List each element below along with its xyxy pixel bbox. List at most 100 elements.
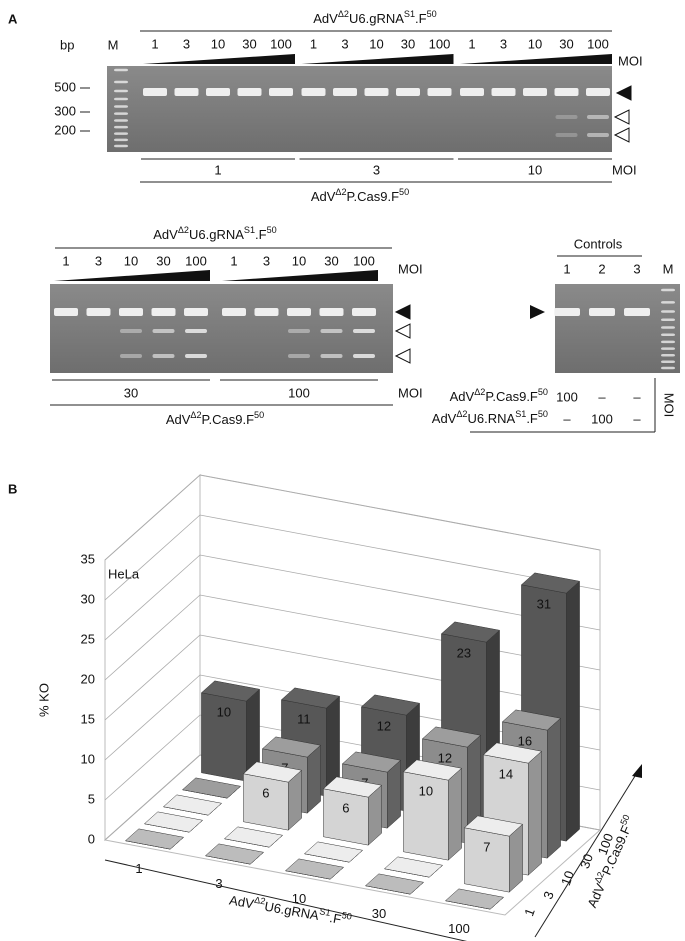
bar [364,873,425,895]
gel-band [661,360,675,363]
label-part: Δ2 [474,387,485,397]
cas9-moi-label: 30 [124,385,138,400]
control-row-label: AdVΔ2U6.RNAS1.F50 [432,409,548,426]
moi-label: 1 [310,36,317,51]
moi-label: 10 [292,253,306,268]
z-tick-label: 10 [81,751,95,766]
marker-label: M [663,261,674,276]
gel-band [555,133,578,137]
open-arrow [613,109,630,125]
cas9-moi-label: 10 [528,162,542,177]
gel-band [114,138,128,142]
label-part: 50 [254,410,264,420]
bar-top [341,751,402,773]
grid-line [104,554,601,641]
gel-band [353,329,375,333]
panel-label: A [8,11,18,26]
gel-band [661,326,675,329]
open-arrow [613,127,630,143]
gel-band [152,354,175,358]
controls-title: Controls [574,236,623,251]
cas9-moi-label: 3 [373,162,380,177]
gel-band [353,354,375,358]
filled-arrow [530,305,545,319]
gel-band [288,354,310,358]
value-label: 6 [262,785,269,800]
moi-axis-label: MOI [612,162,637,177]
bar [204,843,265,865]
label-part: Δ2 [190,410,201,420]
gel-band [287,308,311,316]
label-part: AdV [311,189,336,204]
bar [181,777,242,799]
gel-band [661,310,675,313]
moi-label: 10 [369,36,383,51]
moi-label: 30 [242,36,256,51]
bar-top [261,736,322,758]
gel-band [352,308,376,316]
gel-band [114,119,128,122]
moi-label: 100 [587,36,609,51]
control-moi: – [563,411,571,426]
label-part: S1 [404,9,415,19]
bar-top [204,843,265,865]
gel-image [50,284,393,373]
moi-label: 1 [151,36,158,51]
rule-line [104,859,468,941]
bar-top [444,888,505,910]
z-tick-label: 35 [81,551,95,566]
moi-axis-label: MOI [618,53,643,68]
bp-tick-label: 200 [54,122,76,137]
z-tick-label: 30 [81,591,95,606]
gel-band [523,88,547,96]
moi-wedge [222,270,378,281]
bar [402,759,463,861]
value-label: 11 [297,711,311,726]
value-label: 12 [438,750,452,765]
gel-band [364,88,389,96]
bar [124,828,185,850]
gel-band [114,68,128,72]
bar-top [360,694,421,716]
control-moi: – [633,411,641,426]
gel-band [86,308,111,316]
wall [104,473,201,842]
annotation: HeLa [108,566,140,581]
label-part: .F [255,227,267,242]
label-part: AdV [450,389,475,404]
gel-band [396,88,420,96]
gel-band [554,308,580,316]
gel-band [174,88,199,96]
gel-band [587,115,609,119]
control-moi: – [598,389,606,404]
bar-top [364,873,425,895]
gel-band [661,288,675,292]
value-label: 31 [537,596,551,611]
gel-band [301,88,326,96]
cas9-moi-label: 1 [214,162,221,177]
x-tick-label: 100 [448,921,470,936]
bar-top [383,856,444,878]
value-label: 7 [483,839,490,854]
gel-band [661,301,675,304]
moi-label: 1 [62,253,69,268]
gel-band [333,88,357,96]
open-arrow [394,323,411,339]
bar-front [243,773,289,831]
bar-side [528,750,542,876]
moi-label: 3 [95,253,102,268]
label-part: 50 [619,813,632,826]
moi-axis-label: MOI [662,393,677,418]
label-part: S1 [319,907,332,919]
label-part: Δ2 [178,225,189,235]
x-axis-label: AdVΔ2U6.gRNAS1.F50 [228,891,353,929]
label-part: U6.gRNA [263,899,320,923]
bar-top [421,726,482,748]
moi-label: 30 [559,36,573,51]
gel-band [491,88,516,96]
label-part: .F [526,411,538,426]
gel-band [254,308,279,316]
bar [284,858,345,880]
label-part: AdV [432,411,457,426]
